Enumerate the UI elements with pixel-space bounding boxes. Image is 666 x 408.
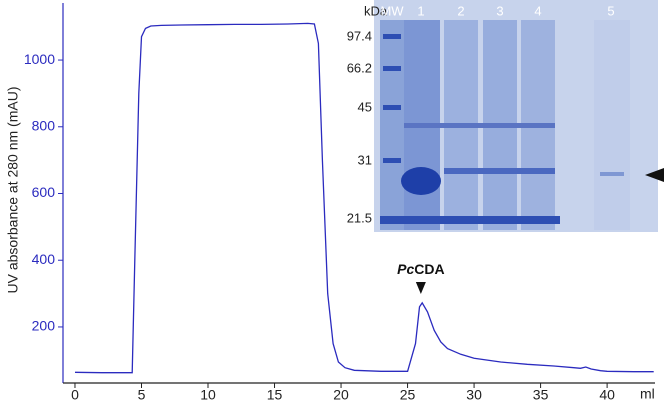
gel-marker-label: 97.4 <box>347 28 372 43</box>
annotation-text: CDA <box>414 261 444 277</box>
x-tick-label: 20 <box>333 387 349 403</box>
y-tick-label: 600 <box>32 184 56 200</box>
gel-marker-label: 45 <box>358 99 372 114</box>
gel-marker-label: 31 <box>358 152 372 167</box>
y-tick-label: 1000 <box>24 51 55 67</box>
arrowhead <box>645 168 664 182</box>
y-tick-label: 200 <box>32 318 56 334</box>
x-tick-label: 0 <box>71 387 79 403</box>
x-tick-label: 25 <box>400 387 416 403</box>
x-tick-label: 5 <box>138 387 146 403</box>
band <box>444 168 555 174</box>
lane <box>380 20 404 230</box>
gel-header: 2 <box>457 3 464 18</box>
x-tick-label: 15 <box>267 387 283 403</box>
band <box>600 172 624 176</box>
y-tick-label: 400 <box>32 251 56 267</box>
gel-header: 3 <box>496 3 503 18</box>
marker-band <box>383 66 401 71</box>
x-tick-label: 40 <box>599 387 615 403</box>
x-tick-label: 35 <box>533 387 549 403</box>
marker-band <box>383 216 401 221</box>
annotation: PcCDA <box>397 261 444 277</box>
lane <box>594 20 630 230</box>
gel-marker-label: 66.2 <box>347 60 372 75</box>
band <box>401 167 441 195</box>
gel-header: 5 <box>607 3 614 18</box>
line <box>74 22 654 374</box>
marker-band <box>383 158 401 163</box>
gel-header: 4 <box>534 3 541 18</box>
gel-marker-label: 21.5 <box>347 210 372 225</box>
y-axis-label: UV absorbance at 280 nm (mAU) <box>5 87 21 294</box>
x-tick-label: 10 <box>200 387 216 403</box>
band <box>404 123 555 128</box>
band <box>380 216 560 224</box>
x-tick-label: 30 <box>466 387 482 403</box>
y-tick-label: 800 <box>32 117 56 133</box>
marker-band <box>383 34 401 39</box>
annotation-arrow <box>415 282 426 294</box>
x-axis-label: ml <box>640 386 655 402</box>
annotation-italic: Pc <box>397 261 414 277</box>
gel-header: 1 <box>417 3 424 18</box>
marker-band <box>383 105 401 110</box>
gel-header: MW <box>380 3 404 18</box>
gel-header: kDa <box>364 3 388 18</box>
